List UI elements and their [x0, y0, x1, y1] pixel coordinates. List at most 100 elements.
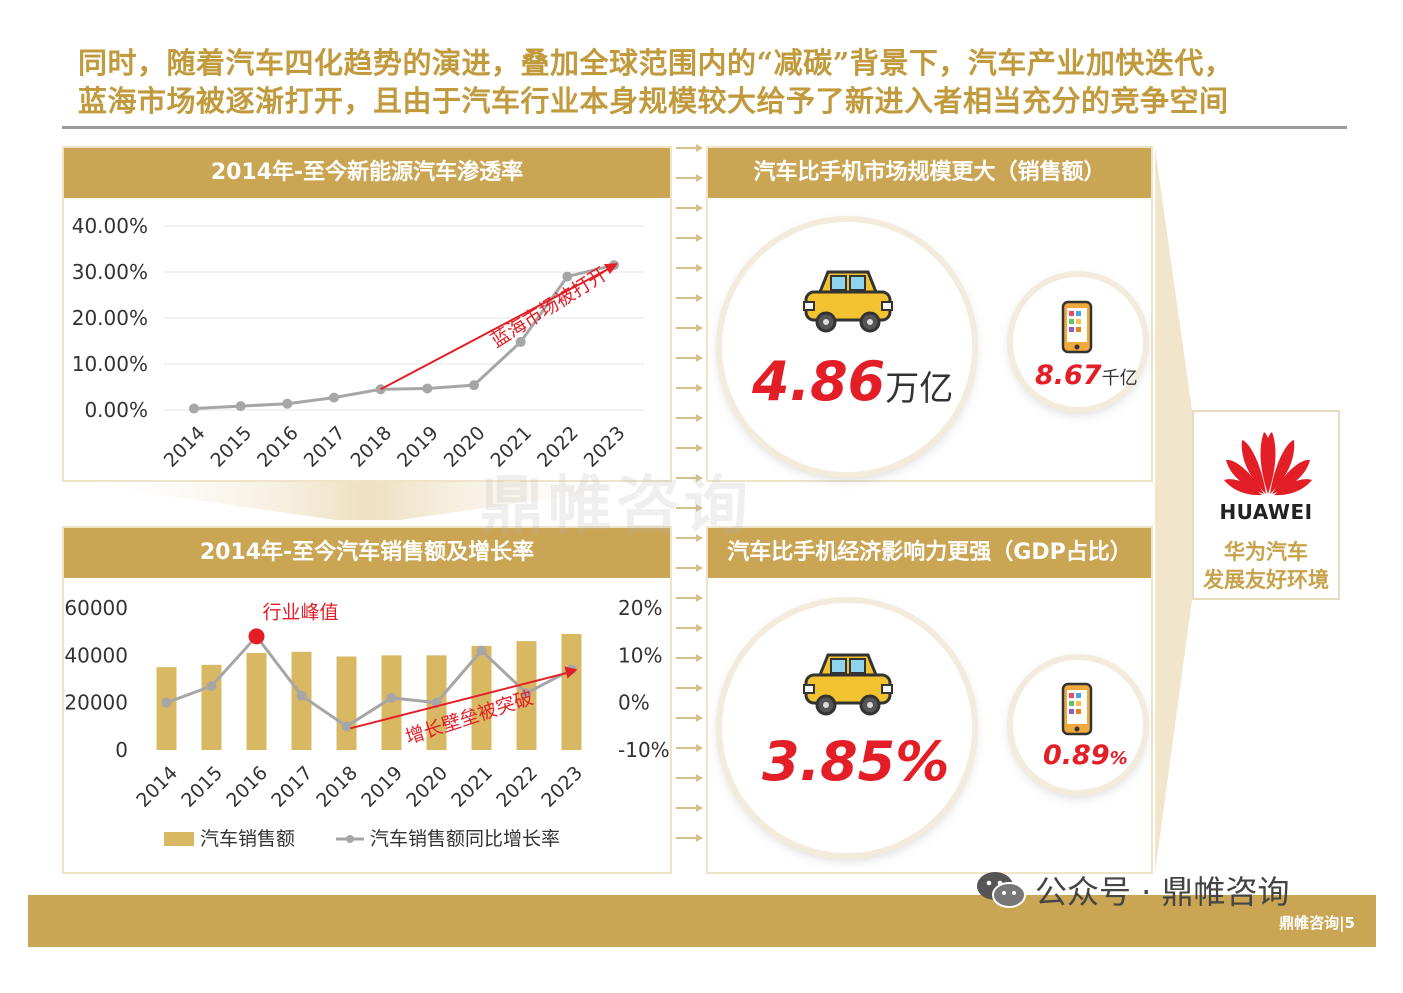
x-tick-label: 2017 — [267, 762, 317, 812]
huawei-brand-text: HUAWEI — [1219, 500, 1313, 524]
phone-icon — [1061, 300, 1093, 354]
connector-arrow-head — [696, 774, 703, 782]
connector-arrow-head — [696, 684, 703, 692]
data-point — [386, 692, 397, 703]
connector-arrow-head — [696, 174, 703, 182]
x-tick-label: 2016 — [253, 422, 303, 472]
headline-line-1: 同时，随着汽车四化趋势的演进，叠加全球范围内的“减碳”背景下，汽车产业加快迭代， — [78, 46, 1234, 80]
connector-arrow-head — [696, 504, 703, 512]
trend-annotation: 蓝海市场被打开 — [487, 263, 611, 352]
wedge-to-huawei — [1155, 148, 1192, 873]
arrow-column — [676, 144, 703, 842]
series-line-growth — [165, 634, 573, 729]
car-icon — [803, 653, 893, 716]
x-tick-label: 2019 — [393, 422, 443, 472]
car-gdp-circle — [722, 603, 972, 853]
panel-title-penetration: 2014年-至今新能源汽车渗透率 — [64, 148, 670, 198]
x-tick-label: 2015 — [177, 762, 227, 812]
connector-arrow-head — [696, 594, 703, 602]
trend-arrow-head — [564, 666, 578, 679]
data-point — [161, 697, 172, 708]
y-tick-label: 0.00% — [84, 398, 148, 422]
y-tick-label: 40.00% — [72, 214, 148, 238]
car-market-circle — [722, 222, 972, 472]
data-point — [189, 403, 199, 414]
data-point — [469, 380, 479, 391]
x-tick-label: 2014 — [132, 762, 182, 812]
panel-nev-penetration: 2014年-至今新能源汽车渗透率 40.00% 30.00% 20.00% 10.00… — [62, 146, 672, 482]
headline-divider — [62, 126, 1347, 129]
trend-arrow-head — [604, 263, 618, 275]
connector-arrow-head — [696, 834, 703, 842]
connector-arrow-head — [696, 144, 703, 152]
y-left-tick-label: 60000 — [64, 596, 128, 620]
x-tick-label: 2016 — [222, 762, 272, 812]
connector-arrow-head — [696, 744, 703, 752]
bar-sales — [291, 651, 312, 750]
x-tick-label: 2014 — [160, 422, 210, 472]
series-line-penetration — [193, 263, 615, 411]
connector-arrow-head — [696, 804, 703, 812]
legend-label-bar: 汽车销售额 — [200, 828, 295, 850]
data-point — [329, 392, 339, 403]
connector-arrow-head — [696, 384, 703, 392]
car-market-unit: 万亿 — [885, 369, 954, 409]
x-tick-label: 2018 — [346, 422, 396, 472]
x-tick-label: 2015 — [206, 422, 256, 472]
data-point — [235, 401, 246, 412]
data-point — [206, 681, 217, 692]
huawei-caption: 华为汽车 发展友好环境 — [1194, 538, 1338, 594]
panel-title-gdp: 汽车比手机经济影响力更强（GDP占比） — [708, 528, 1151, 578]
car-gdp-value: 3.85% — [762, 730, 950, 793]
connector-arrow-head — [696, 534, 703, 542]
y-left-tick-label: 20000 — [64, 691, 128, 715]
chart-auto-sales: 60000 40000 20000 0 20% 10% 0% -10% 行业峰值 20142015… — [64, 596, 669, 850]
connector-arrow-head — [696, 444, 703, 452]
trend-arrow-line — [350, 671, 569, 730]
footer-page-note: 鼎帷咨询|5 — [1279, 914, 1355, 932]
wechat-account: 公众号 · 鼎帷咨询 — [975, 868, 1290, 912]
phone-market-unit: 千亿 — [1101, 368, 1138, 389]
y-tick-label: 20.00% — [72, 306, 148, 330]
x-tick-label: 2023 — [537, 762, 587, 812]
data-point — [521, 688, 532, 699]
peak-label: 行业峰值 — [263, 601, 339, 623]
connector-arrow-head — [696, 354, 703, 362]
connector-arrow-head — [696, 414, 703, 422]
car-market-number: 4.86 — [752, 350, 886, 413]
watermark-text: 鼎帷咨询 — [480, 470, 752, 544]
legend-label-line: 汽车销售额同比增长率 — [370, 828, 560, 850]
bar-sales — [246, 652, 267, 750]
peak-point — [248, 628, 265, 645]
bar-sales — [471, 645, 492, 750]
legend-swatch-bar — [164, 832, 194, 846]
x-tick-label: 2020 — [402, 762, 452, 812]
funnel-shape — [68, 482, 668, 520]
trend-annotation: 增长壁垒被突破 — [403, 687, 536, 749]
wechat-icon — [977, 872, 1026, 908]
phone-market-number: 8.67 — [1035, 360, 1102, 391]
panel-title-sales: 2014年-至今汽车销售额及增长率 — [64, 528, 670, 578]
page-headline: 同时，随着汽车四化趋势的演进，叠加全球范围内的“减碳”背景下，汽车产业加快迭代，… — [78, 44, 1318, 120]
phone-gdp-value: 0.89% — [1043, 740, 1128, 771]
connector-arrow-head — [696, 474, 703, 482]
connector-arrow-head — [696, 264, 703, 272]
connector-arrow-head — [696, 624, 703, 632]
chart-nev-penetration: 40.00%30.00%20.00%10.00%0.00%20142015201… — [72, 214, 644, 472]
data-point — [296, 690, 307, 701]
headline-line-2: 蓝海市场被逐渐打开，且由于汽车行业本身规模较大给予了新进入者相当充分的竞争空间 — [78, 84, 1229, 118]
y-left-tick-label: 0 — [115, 738, 128, 762]
data-point — [515, 336, 526, 347]
bar-sales — [561, 634, 582, 750]
panel-title-market: 汽车比手机市场规模更大（销售额） — [708, 148, 1151, 198]
connector-arrow-head — [696, 714, 703, 722]
x-tick-label: 2022 — [492, 762, 542, 812]
data-point — [476, 645, 487, 656]
car-icon — [803, 270, 893, 333]
data-point — [422, 383, 433, 394]
huawei-caption-line-1: 华为汽车 — [1224, 540, 1308, 564]
y-right-tick-label: 10% — [618, 643, 662, 667]
y-tick-label: 30.00% — [72, 260, 148, 284]
y-right-tick-label: 20% — [618, 596, 662, 620]
bar-sales — [336, 656, 357, 750]
